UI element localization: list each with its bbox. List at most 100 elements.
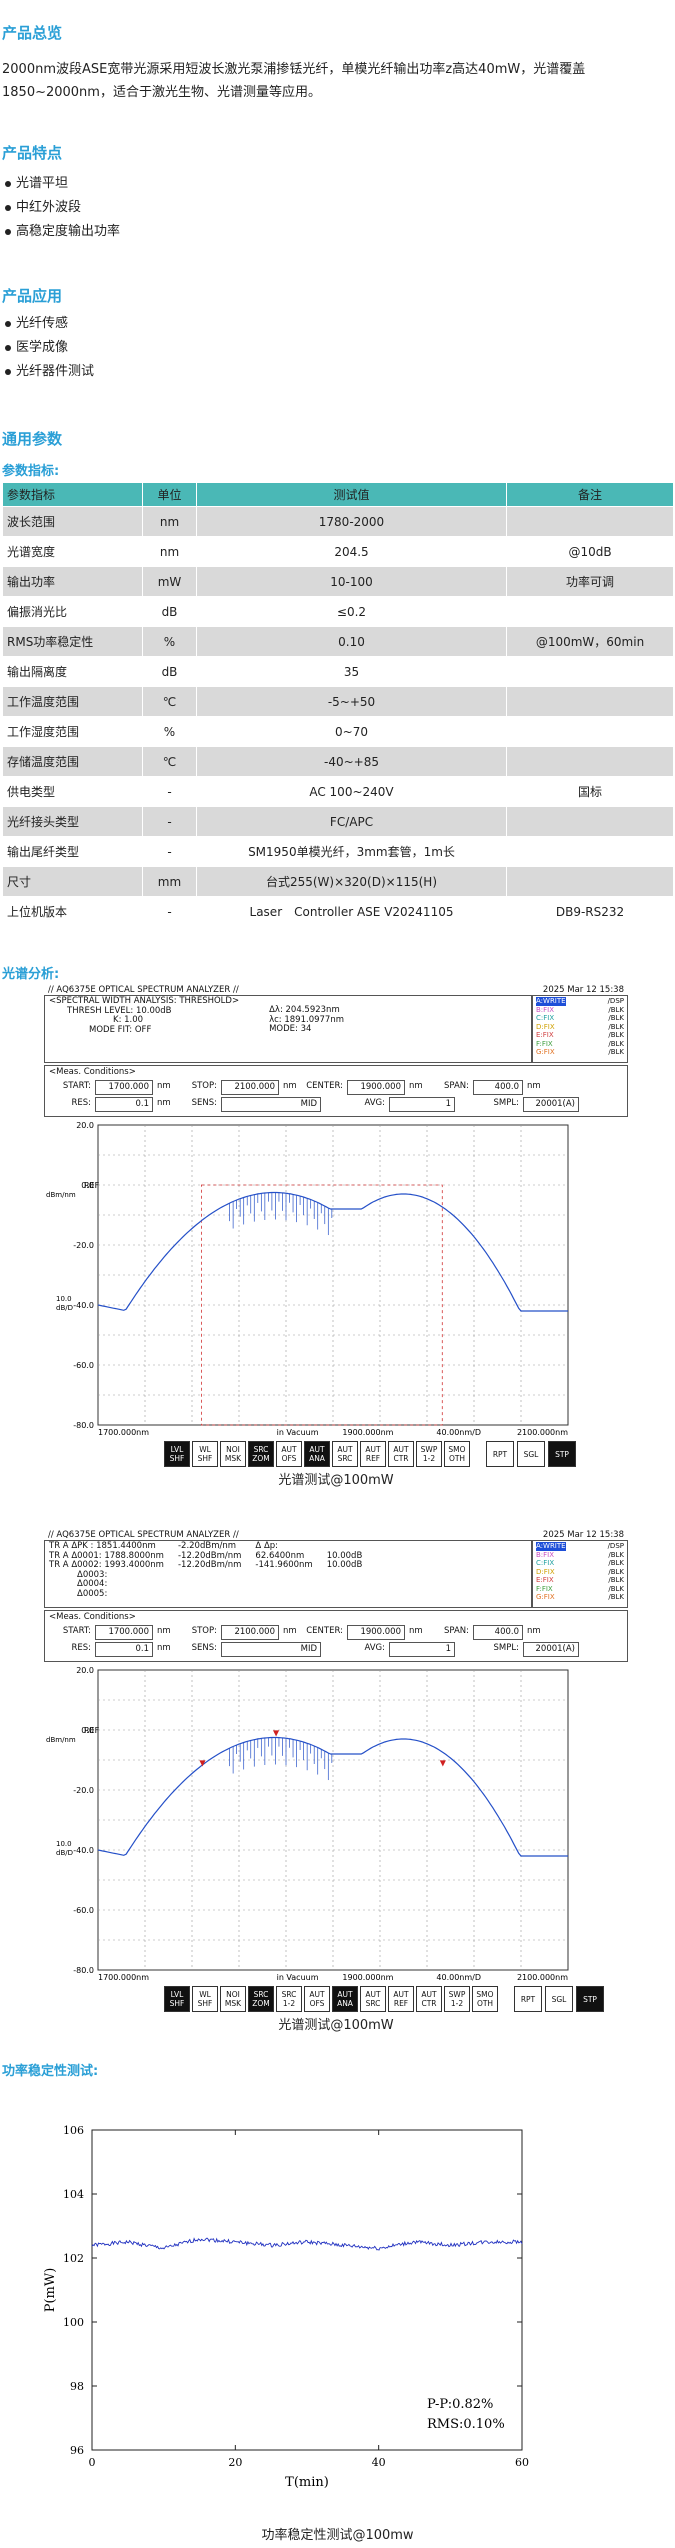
marker-line: -12.20dBm/nm bbox=[177, 1550, 242, 1561]
sweep-key[interactable]: RPT bbox=[514, 1986, 542, 2012]
table-cell: nm bbox=[142, 536, 197, 567]
cond-value[interactable]: MID bbox=[221, 1097, 321, 1112]
softkey[interactable]: AUT ANA bbox=[332, 1986, 358, 2012]
trace-state: /BLK bbox=[608, 1559, 624, 1567]
softkey[interactable]: AUT CTR bbox=[416, 1986, 442, 2012]
cond-value[interactable]: 1 bbox=[389, 1642, 455, 1657]
cond-value[interactable]: 20001(A) bbox=[523, 1097, 579, 1112]
softkey[interactable]: AUT OFS bbox=[304, 1986, 330, 2012]
softkey-label: AUT bbox=[365, 1990, 381, 1999]
cond-value[interactable]: 0.1 bbox=[95, 1642, 153, 1657]
marker-line: Δ Δp: bbox=[255, 1541, 279, 1551]
cond-value[interactable]: 400.0 bbox=[473, 1625, 523, 1640]
cond-value[interactable]: 2100.000 bbox=[221, 1625, 279, 1640]
softkey[interactable]: AUT REF bbox=[388, 1986, 414, 2012]
ref-label: REF bbox=[84, 1726, 100, 1735]
y-tick-label: -20.0 bbox=[73, 1241, 94, 1250]
softkey[interactable]: SMO OTH bbox=[444, 1441, 470, 1467]
sweep-key[interactable]: SGL bbox=[517, 1441, 545, 1467]
y-tick-label: -20.0 bbox=[73, 1786, 94, 1795]
softkey-label: SRC bbox=[253, 1990, 269, 1999]
softkey[interactable]: WL SHF bbox=[192, 1441, 218, 1467]
softkey[interactable]: AUT ANA bbox=[304, 1441, 330, 1467]
table-row: 工作湿度范围% 0~70 bbox=[2, 716, 674, 747]
table-cell: 上位机版本 bbox=[2, 896, 143, 927]
sweep-keys: RPT SGL STP bbox=[514, 1986, 604, 2012]
trace-item: A:WRITE/DSP bbox=[536, 997, 624, 1006]
table-cell: 工作温度范围 bbox=[2, 686, 143, 717]
y-tick-label: 0.0 bbox=[81, 1726, 94, 1735]
stability-chart: 96 98 100 102 104 106 0 20 40 60 P(mW) T(min) P-P:0.… bbox=[43, 2124, 529, 2490]
softkey[interactable]: SWP 1-2 bbox=[416, 1441, 442, 1467]
y-tick-label: -60.0 bbox=[73, 1906, 94, 1915]
softkey[interactable]: AUT SRC bbox=[360, 1986, 386, 2012]
cond-value[interactable]: 1 bbox=[389, 1097, 455, 1112]
sweep-keys: RPT SGL STP bbox=[486, 1441, 576, 1467]
cond-value[interactable]: 1900.000 bbox=[347, 1080, 405, 1095]
table-cell: 1780-2000 bbox=[196, 506, 507, 537]
softkey[interactable]: SWP 1-2 bbox=[444, 1986, 470, 2012]
softkey[interactable]: SRC ZOM bbox=[248, 1986, 274, 2012]
table-cell: 输出功率 bbox=[2, 566, 143, 597]
cond-value[interactable]: 2100.000 bbox=[221, 1080, 279, 1095]
softkey[interactable]: AUT REF bbox=[360, 1441, 386, 1467]
table-cell: 波长范围 bbox=[2, 506, 143, 537]
marker-line: -12.20dBm/nm bbox=[177, 1560, 242, 1570]
softkey[interactable]: SRC 1-2 bbox=[276, 1986, 302, 2012]
trace-item: G:FIX/BLK bbox=[536, 1593, 624, 1602]
softkey-label: SRC bbox=[281, 1990, 297, 1999]
table-cell: 0.10 bbox=[196, 626, 507, 657]
y-tick-label: -60.0 bbox=[73, 1361, 94, 1370]
cond-value[interactable]: MID bbox=[221, 1642, 321, 1657]
trace-item: E:FIX/BLK bbox=[536, 1576, 624, 1585]
softkey-label: AUT bbox=[337, 1445, 353, 1454]
osa-screenshot-2: // AQ6375E OPTICAL SPECTRUM ANALYZER // 2… bbox=[44, 1530, 628, 2033]
sweep-key[interactable]: STP bbox=[548, 1441, 576, 1467]
softkeys: LVL SHF WL SHF NOI MSK SRC ZOM SRC 1-2 AUT OFS AUT AN… bbox=[164, 1986, 498, 2012]
list-item: 高稳定度输出功率 bbox=[2, 220, 120, 244]
softkey[interactable]: AUT CTR bbox=[388, 1441, 414, 1467]
cond-unit bbox=[325, 1097, 339, 1112]
marker-line: 62.6400nm bbox=[255, 1550, 305, 1561]
softkey[interactable]: SMO OTH bbox=[472, 1986, 498, 2012]
softkey[interactable]: AUT SRC bbox=[332, 1441, 358, 1467]
cond-unit bbox=[459, 1642, 473, 1657]
softkey[interactable]: NOI MSK bbox=[220, 1441, 246, 1467]
x-axis-label: 1900.000nm bbox=[342, 1428, 393, 1437]
softkey-label: 1-2 bbox=[450, 1999, 464, 2008]
cond-value[interactable]: 1700.000 bbox=[95, 1625, 153, 1640]
analysis-line: λc: 1891.0977nm bbox=[269, 1014, 344, 1025]
softkey[interactable]: SRC ZOM bbox=[248, 1441, 274, 1467]
cond-value[interactable]: 20001(A) bbox=[523, 1642, 579, 1657]
cond-value[interactable]: 1900.000 bbox=[347, 1625, 405, 1640]
list-item: 光纤器件测试 bbox=[2, 360, 94, 384]
table-cell: 偏振消光比 bbox=[2, 596, 143, 627]
cond-unit: nm bbox=[157, 1098, 171, 1108]
table-cell: mW bbox=[142, 566, 197, 597]
x-axis-label: 40.00nm/D bbox=[436, 1973, 481, 1982]
trace-state: /DSP bbox=[607, 1542, 624, 1550]
table-row: 供电类型 - AC 100~240V 国标 bbox=[2, 776, 674, 807]
softkey[interactable]: LVL SHF bbox=[164, 1986, 190, 2012]
cond-unit: nm bbox=[527, 1081, 541, 1091]
softkey[interactable]: WL SHF bbox=[192, 1986, 218, 2012]
softkey[interactable]: NOI MSK bbox=[220, 1986, 246, 2012]
trace-item: B:FIX/BLK bbox=[536, 1551, 624, 1560]
softkey-label: WL bbox=[199, 1445, 211, 1454]
cond-label: CENTER: bbox=[306, 1081, 343, 1091]
sweep-key[interactable]: RPT bbox=[486, 1441, 514, 1467]
overview-title: 产品总览 bbox=[2, 24, 63, 42]
list-item: 光谱平坦 bbox=[2, 172, 120, 196]
sweep-key[interactable]: SGL bbox=[545, 1986, 573, 2012]
table-cell: 35 bbox=[196, 656, 507, 687]
cond-value[interactable]: 400.0 bbox=[473, 1080, 523, 1095]
cond-value[interactable]: 0.1 bbox=[95, 1097, 153, 1112]
cond-unit bbox=[459, 1097, 473, 1112]
softkey[interactable]: LVL SHF bbox=[164, 1441, 190, 1467]
sweep-key[interactable]: STP bbox=[576, 1986, 604, 2012]
trace-label: D:FIX bbox=[536, 1022, 555, 1031]
trace-item: B:FIX/BLK bbox=[536, 1006, 624, 1015]
cond-value[interactable]: 1700.000 bbox=[95, 1080, 153, 1095]
table-cell: 台式255(W)×320(D)×115(H) bbox=[196, 866, 507, 897]
softkey[interactable]: AUT OFS bbox=[276, 1441, 302, 1467]
